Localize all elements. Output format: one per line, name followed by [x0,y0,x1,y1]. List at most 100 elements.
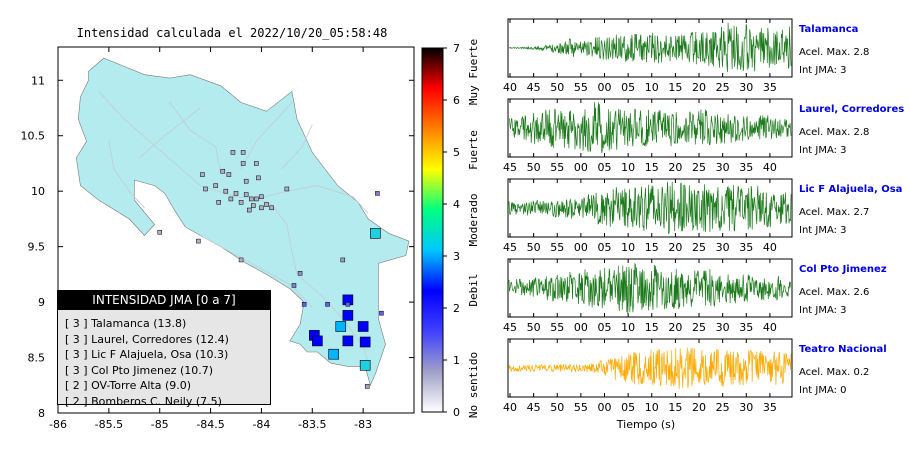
trace-x-tick-label: 25 [692,321,706,334]
trace-x-tick-label: 20 [692,81,706,94]
station-marker [357,321,369,332]
trace-x-tick-label: 00 [574,161,588,174]
trace-x-tick-label: 00 [598,81,612,94]
colorbar: 0 1 2 3 4 5 6 7 No sentido Debil Moderado Fuerte Mu… [421,39,480,419]
trace-panel: 40 45 50 55 00 05 10 15 20 25 30 35 Teatro Nacional A… [503,338,887,414]
station-marker [342,310,354,321]
trace-x-tick-label: 50 [527,241,541,254]
legend-item: [ 3 ] Col Pto Jimenez (10.7) [65,363,214,377]
jma-intensity: Int JMA: 3 [799,225,847,236]
trace-x-tick-label: 15 [645,161,659,174]
trace-x-tick-label: 15 [668,401,682,414]
map-x-axis: -86 -85.5 -85 -84.5 -84 -83.5 -83 [49,47,372,431]
trace-frame [507,18,793,78]
map-y-tick-label: 8 [38,407,45,420]
colorbar-gradient [421,47,444,413]
station-marker [269,205,274,211]
station-markers [157,150,384,389]
road-line [200,235,313,308]
trace-x-tick-label: 10 [645,401,659,414]
max-acceleration: Acel. Max. 2.7 [799,207,869,218]
station-name: Col Pto Jimenez [799,264,887,275]
station-marker [238,257,244,263]
station-marker [230,150,236,155]
trace-x-tick-label: 15 [668,81,682,94]
road-line [256,198,369,364]
map-x-tick-label: -85 [151,418,169,431]
trace-x-tick-label: 35 [739,161,753,174]
station-marker [284,186,290,192]
map-x-tick-label: -84.5 [196,418,224,431]
trace-x-tick-label: 55 [574,401,588,414]
trace-x-tick-label: 05 [621,81,635,94]
trace-x-tick-label: 30 [716,241,730,254]
map-x-tick-label: -83.5 [298,418,326,431]
map-x-tick-label: -83 [354,418,372,431]
trace-x-tick-label: 45 [527,81,541,94]
trace-x-tick-label: 50 [527,161,541,174]
trace-x-tick-label: 30 [716,321,730,334]
station-marker [216,200,221,205]
time-axis-label: Tiempo (s) [616,418,675,431]
trace-x-tick-label: 15 [645,321,659,334]
trace-x-tick-label: 05 [598,321,612,334]
station-marker [291,283,297,288]
road-line [139,107,201,159]
station-name: Laurel, Corredores [799,104,904,115]
trace-x-tick-label: 40 [763,321,777,334]
trace-x-tick-label: 35 [763,401,777,414]
station-marker [370,228,381,239]
station-marker [196,238,201,244]
road-line [281,124,313,170]
waveform-line [508,262,792,314]
trace-panel: 45 50 55 00 05 10 15 20 25 30 35 40 Laurel, Corredor… [503,98,904,174]
trace-x-tick-label: 55 [550,241,564,254]
station-marker [240,150,246,155]
trace-x-tick-label: 35 [739,241,753,254]
colorbar-ticks: 0 1 2 3 4 5 6 7 [443,42,460,419]
map-y-axis: 8 8.5 9 9.5 10 10.5 11 [21,74,414,420]
station-marker [254,196,259,202]
intensity-legend: INTENSIDAD JMA [0 a 7] [ 3 ] Talamanca (… [57,290,271,408]
station-marker [233,191,239,196]
trace-x-tick-label: 45 [527,401,541,414]
jma-intensity: Int JMA: 3 [799,145,847,156]
trace-x-tick-label: 50 [550,401,564,414]
station-marker [325,302,330,307]
station-marker [375,191,380,196]
station-marker [364,384,370,389]
trace-x-tick-label: 10 [621,321,635,334]
trace-x-tick-label: 00 [598,401,612,414]
station-marker [342,335,354,347]
map-y-tick-label: 10.5 [21,130,46,143]
max-acceleration: Acel. Max. 2.8 [799,47,869,58]
colorbar-intensity-label: Debil [467,273,480,306]
station-name: Lic F Alajuela, Osa [799,184,902,195]
colorbar-intensity-label: No sentido [467,352,480,418]
trace-x-tick-label: 45 [503,321,517,334]
road-line [240,102,293,170]
station-marker [312,335,323,347]
road-line [108,141,145,209]
trace-x-tick-label: 40 [763,161,777,174]
station-marker [328,348,339,360]
trace-x-tick-label: 25 [692,161,706,174]
station-marker [246,207,252,213]
map-x-tick-label: -86 [49,418,67,431]
station-marker [335,321,347,332]
waveform-line [508,22,792,73]
trace-x-tick-label: 30 [739,401,753,414]
map-title: Intensidad calculada el 2022/10/20_05:58… [77,26,388,40]
map-y-tick-label: 8.5 [28,352,46,365]
map-x-tick-label: -84 [252,418,270,431]
trace-x-tick-label: 20 [668,161,682,174]
station-name: Teatro Nacional [799,344,887,355]
station-marker [228,196,234,202]
station-marker [254,161,259,166]
colorbar-intensity-label: Muy Fuerte [467,39,480,105]
road-line [256,185,369,214]
station-marker [203,186,208,192]
station-marker [301,302,307,307]
station-marker [297,271,303,276]
